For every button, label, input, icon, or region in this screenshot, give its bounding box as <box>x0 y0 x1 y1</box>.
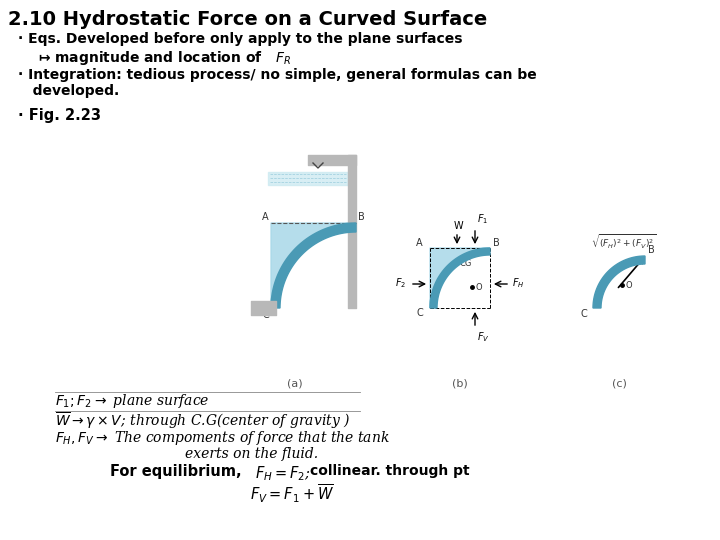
Text: O: O <box>626 281 632 289</box>
Polygon shape <box>271 223 356 308</box>
Text: $F_1 ; F_2 \rightarrow$ plane surface: $F_1 ; F_2 \rightarrow$ plane surface <box>55 392 210 410</box>
Text: exerts on the fluid.: exerts on the fluid. <box>185 447 318 461</box>
Polygon shape <box>430 248 490 308</box>
Text: A: A <box>416 238 423 248</box>
Text: $F_H = F_2$;: $F_H = F_2$; <box>255 464 311 483</box>
Polygon shape <box>430 248 490 308</box>
Text: $\sqrt{(F_H)^2+(F_V)^2}$: $\sqrt{(F_H)^2+(F_V)^2}$ <box>591 233 656 252</box>
Text: $F_V$: $F_V$ <box>477 330 490 344</box>
Text: $F_V = F_1 + \overline{W}$: $F_V = F_1 + \overline{W}$ <box>250 483 334 505</box>
Text: O: O <box>476 283 482 292</box>
Text: $F_H , F_V \rightarrow$ The compoments of force that the tank: $F_H , F_V \rightarrow$ The compoments o… <box>55 429 390 447</box>
Polygon shape <box>271 223 356 308</box>
Text: B: B <box>493 238 500 248</box>
Text: (b): (b) <box>452 379 468 389</box>
Text: $\overline{W} \rightarrow \gamma\times V$; through C.G(center of gravity ): $\overline{W} \rightarrow \gamma\times V… <box>55 411 350 431</box>
Text: $F_2$: $F_2$ <box>395 276 406 290</box>
Text: 2.10 Hydrostatic Force on a Curved Surface: 2.10 Hydrostatic Force on a Curved Surfa… <box>8 10 487 29</box>
Text: · Fig. 2.23: · Fig. 2.23 <box>18 108 101 123</box>
Text: $F_1$: $F_1$ <box>477 212 488 226</box>
Text: C: C <box>416 308 423 318</box>
Text: · Integration: tedious process/ no simple, general formulas can be: · Integration: tedious process/ no simpl… <box>18 68 536 82</box>
Text: A: A <box>262 212 269 222</box>
Text: (c): (c) <box>611 379 626 389</box>
Text: C: C <box>262 310 269 320</box>
Text: For equilibrium,: For equilibrium, <box>110 464 242 479</box>
Text: CG: CG <box>460 259 472 268</box>
Polygon shape <box>593 256 645 308</box>
Text: · Eqs. Developed before only apply to the plane surfaces: · Eqs. Developed before only apply to th… <box>18 32 462 46</box>
Text: $F_H$: $F_H$ <box>512 276 524 290</box>
Text: W: W <box>454 221 464 231</box>
Text: B: B <box>358 212 365 222</box>
Text: B: B <box>648 245 654 255</box>
Text: collinear. through pt: collinear. through pt <box>310 464 469 478</box>
Text: ↦ magnitude and location of   $F_R$: ↦ magnitude and location of $F_R$ <box>38 49 291 67</box>
Text: developed.: developed. <box>18 84 120 98</box>
Text: C: C <box>580 309 587 319</box>
Text: (a): (a) <box>287 379 303 389</box>
